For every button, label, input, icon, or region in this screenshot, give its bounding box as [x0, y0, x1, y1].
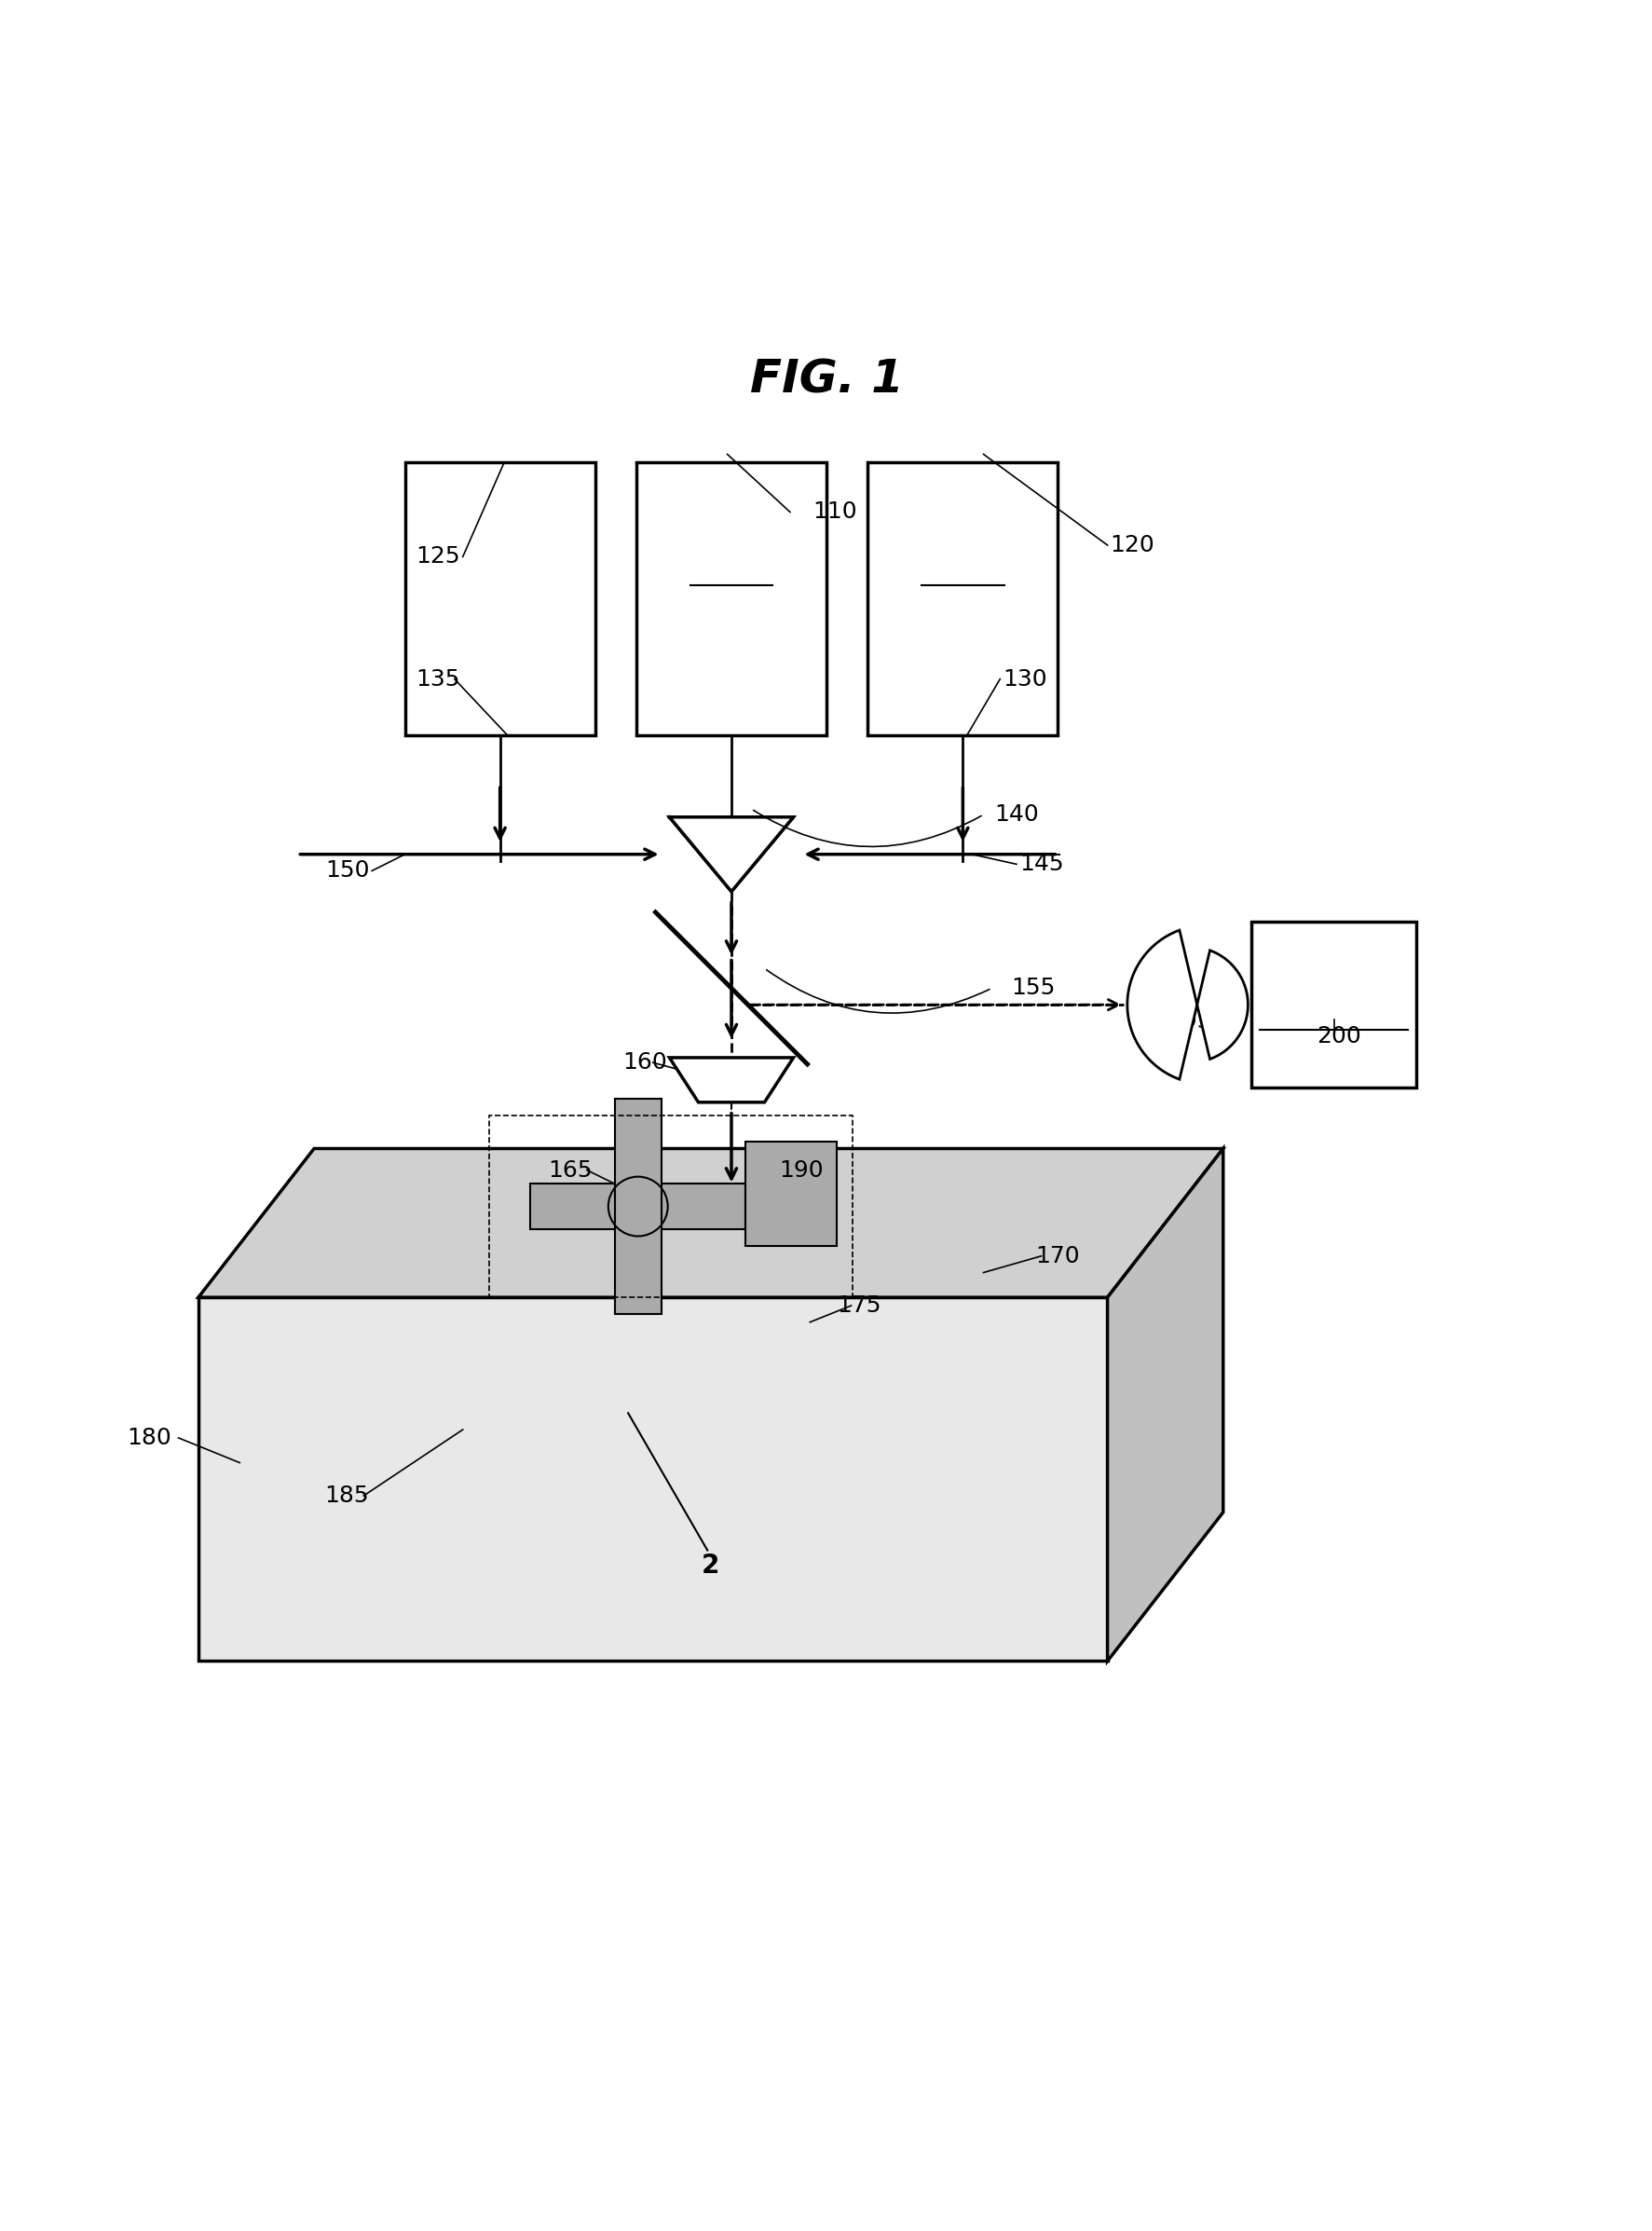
Polygon shape [198, 1298, 1107, 1662]
Polygon shape [198, 1149, 1222, 1298]
Text: 160: 160 [623, 1051, 666, 1073]
Text: 185: 185 [325, 1484, 368, 1506]
Text: 200: 200 [1317, 1024, 1360, 1046]
Polygon shape [1127, 930, 1247, 1080]
Text: 155: 155 [1011, 977, 1054, 999]
Text: 195: 195 [1168, 1011, 1211, 1033]
Polygon shape [615, 1100, 661, 1314]
Text: 175: 175 [838, 1294, 881, 1316]
Bar [489, 1116, 852, 1298]
Bar [405, 462, 595, 736]
Polygon shape [669, 817, 793, 892]
Text: 120: 120 [1110, 533, 1153, 556]
Text: 170: 170 [1036, 1245, 1079, 1267]
Polygon shape [669, 1057, 793, 1102]
Polygon shape [745, 1142, 836, 1247]
Bar [867, 462, 1057, 736]
Text: 135: 135 [416, 667, 459, 689]
Text: 150: 150 [325, 859, 368, 881]
Text: 2: 2 [702, 1553, 719, 1577]
Text: 190: 190 [780, 1158, 823, 1180]
Polygon shape [530, 1182, 745, 1229]
Text: 130: 130 [1003, 667, 1046, 689]
Text: 110: 110 [813, 502, 856, 524]
Bar [1251, 921, 1416, 1086]
Bar [636, 462, 826, 736]
Text: FIG. 1: FIG. 1 [750, 357, 902, 402]
Text: 180: 180 [127, 1426, 170, 1450]
Polygon shape [1107, 1149, 1222, 1662]
Text: 125: 125 [416, 547, 459, 569]
Text: 140: 140 [995, 803, 1037, 825]
Text: 165: 165 [548, 1158, 591, 1180]
Text: 145: 145 [1019, 852, 1062, 875]
